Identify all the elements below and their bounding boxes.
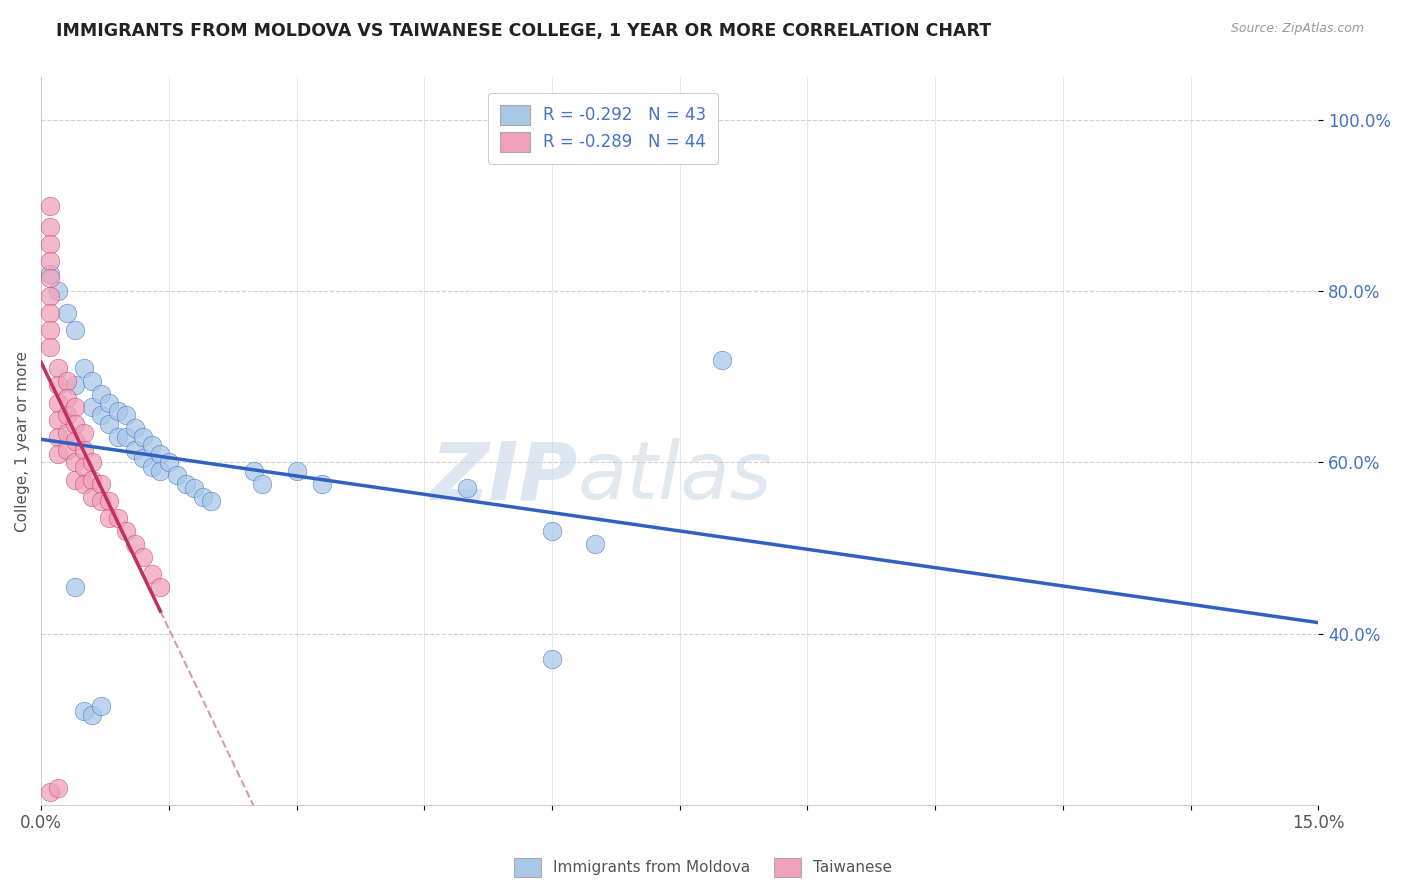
Point [38, 254, 60, 268]
Point [63, 378, 86, 392]
Point [46, 361, 69, 376]
Point [141, 566, 163, 581]
Point [46, 780, 69, 795]
Point [98, 395, 121, 409]
Point [55, 374, 77, 388]
Point [63, 580, 86, 594]
Point [200, 494, 222, 508]
Point [38, 271, 60, 285]
Point [63, 400, 86, 414]
Point [583, 537, 606, 551]
Point [46, 447, 69, 461]
Text: atlas: atlas [578, 439, 772, 516]
Point [132, 430, 155, 444]
Point [157, 455, 180, 469]
Point [243, 464, 266, 478]
Text: ZIP: ZIP [430, 439, 578, 516]
Point [90, 387, 112, 401]
Point [73, 704, 96, 718]
Point [149, 580, 172, 594]
Point [38, 785, 60, 799]
Point [90, 699, 112, 714]
Point [46, 430, 69, 444]
Point [73, 459, 96, 474]
Point [183, 481, 205, 495]
Point [55, 442, 77, 457]
Point [46, 395, 69, 409]
Point [541, 652, 564, 666]
Point [38, 220, 60, 235]
Point [149, 464, 172, 478]
Point [82, 374, 104, 388]
Point [124, 421, 146, 435]
Point [107, 511, 129, 525]
Point [149, 447, 172, 461]
Point [174, 476, 197, 491]
Point [82, 490, 104, 504]
Point [55, 409, 77, 423]
Point [82, 400, 104, 414]
Point [38, 288, 60, 302]
Point [115, 524, 138, 538]
Point [63, 323, 86, 337]
Point [141, 438, 163, 452]
Point [55, 306, 77, 320]
Point [90, 409, 112, 423]
Point [191, 490, 214, 504]
Point [541, 524, 564, 538]
Point [124, 442, 146, 457]
Point [90, 494, 112, 508]
Point [46, 412, 69, 426]
Point [63, 434, 86, 448]
Point [82, 455, 104, 469]
Point [73, 442, 96, 457]
Legend: Immigrants from Moldova, Taiwanese: Immigrants from Moldova, Taiwanese [506, 850, 900, 884]
Point [38, 306, 60, 320]
Point [311, 476, 333, 491]
Point [107, 404, 129, 418]
Point [55, 392, 77, 406]
Point [141, 459, 163, 474]
Point [115, 409, 138, 423]
Point [63, 455, 86, 469]
Point [98, 511, 121, 525]
Point [285, 464, 308, 478]
Point [115, 430, 138, 444]
Point [46, 285, 69, 299]
Point [63, 473, 86, 487]
Point [82, 707, 104, 722]
Point [38, 267, 60, 281]
Point [73, 361, 96, 376]
Point [38, 237, 60, 252]
Point [38, 340, 60, 354]
Point [456, 481, 478, 495]
Y-axis label: College, 1 year or more: College, 1 year or more [15, 351, 30, 532]
Point [98, 417, 121, 431]
Text: IMMIGRANTS FROM MOLDOVA VS TAIWANESE COLLEGE, 1 YEAR OR MORE CORRELATION CHART: IMMIGRANTS FROM MOLDOVA VS TAIWANESE COL… [56, 22, 991, 40]
Text: Source: ZipAtlas.com: Source: ZipAtlas.com [1230, 22, 1364, 36]
Point [166, 468, 188, 483]
Legend: R = -0.292   N = 43, R = -0.289   N = 44: R = -0.292 N = 43, R = -0.289 N = 44 [488, 93, 718, 164]
Point [711, 352, 734, 367]
Point [252, 476, 274, 491]
Point [73, 425, 96, 440]
Point [98, 494, 121, 508]
Point [132, 549, 155, 564]
Point [38, 323, 60, 337]
Point [38, 199, 60, 213]
Point [55, 425, 77, 440]
Point [124, 537, 146, 551]
Point [107, 430, 129, 444]
Point [82, 473, 104, 487]
Point [73, 476, 96, 491]
Point [90, 476, 112, 491]
Point [46, 378, 69, 392]
Point [63, 417, 86, 431]
Point [132, 451, 155, 466]
